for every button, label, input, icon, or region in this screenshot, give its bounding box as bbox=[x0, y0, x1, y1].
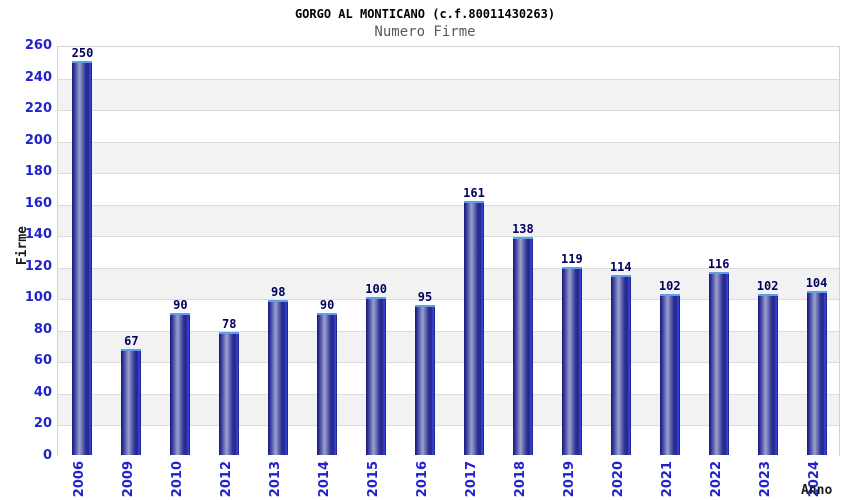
bar-value-label: 161 bbox=[463, 186, 485, 201]
bar-value-label: 104 bbox=[805, 276, 828, 290]
x-tick-label: 2015 bbox=[366, 461, 382, 498]
bar bbox=[561, 267, 582, 455]
y-axis-label: Firme bbox=[15, 226, 30, 266]
plot-stripe bbox=[58, 236, 839, 268]
y-tick-label: 100 bbox=[24, 290, 52, 306]
bar-value-label: 119 bbox=[561, 252, 583, 267]
bar bbox=[317, 313, 338, 455]
plot-stripe bbox=[58, 204, 839, 237]
x-tick-label: 2023 bbox=[757, 461, 773, 498]
gridline bbox=[58, 425, 839, 427]
bar-value-label: 90 bbox=[173, 298, 188, 313]
x-tick-label: 2006 bbox=[72, 461, 88, 498]
gridline bbox=[58, 141, 839, 143]
y-tick-label: 0 bbox=[42, 448, 52, 463]
y-tick-label: 200 bbox=[24, 132, 52, 148]
bar bbox=[610, 275, 631, 455]
bar bbox=[659, 294, 680, 455]
x-tick-label: 2019 bbox=[561, 461, 577, 498]
chart-subtitle: Numero Firme bbox=[374, 24, 476, 40]
x-tick-label: 2010 bbox=[170, 461, 186, 498]
gridline bbox=[58, 299, 839, 301]
y-tick-label: 160 bbox=[24, 195, 52, 211]
plot-stripe bbox=[58, 141, 839, 174]
chart-title: GORGO AL MONTICANO (c.f.80011430263) bbox=[294, 7, 556, 21]
gridline bbox=[58, 173, 839, 175]
bar-value-label: 78 bbox=[222, 317, 237, 331]
plot-stripe bbox=[58, 110, 839, 142]
y-tick-label: 240 bbox=[24, 69, 52, 85]
x-tick-label: 2018 bbox=[512, 461, 528, 498]
bar bbox=[366, 297, 387, 455]
bar-value-label: 250 bbox=[71, 45, 94, 60]
y-tick-label: 80 bbox=[33, 321, 52, 337]
y-tick-label: 140 bbox=[24, 227, 52, 243]
x-tick-label: 2022 bbox=[708, 461, 724, 498]
gridline bbox=[58, 330, 839, 332]
x-tick-label: 2017 bbox=[463, 461, 479, 498]
bar-value-label: 138 bbox=[512, 222, 534, 237]
bar-value-label: 90 bbox=[319, 298, 335, 313]
bar bbox=[72, 60, 93, 455]
x-tick-label: 2014 bbox=[317, 461, 333, 498]
bar-value-label: 98 bbox=[270, 285, 286, 300]
bar-value-label: 100 bbox=[365, 282, 387, 297]
gridline bbox=[58, 78, 839, 80]
y-tick-label: 60 bbox=[33, 353, 52, 369]
x-tick-label: 2013 bbox=[268, 461, 284, 498]
bar bbox=[708, 272, 729, 455]
gridline bbox=[58, 362, 839, 364]
plot-stripe bbox=[58, 173, 839, 205]
gridline bbox=[58, 393, 839, 395]
bar bbox=[415, 305, 436, 455]
bar bbox=[512, 237, 533, 455]
bar bbox=[806, 291, 827, 455]
bar bbox=[219, 332, 240, 455]
bar bbox=[268, 300, 289, 455]
x-tick-label: 2009 bbox=[121, 461, 137, 498]
y-tick-label: 260 bbox=[24, 38, 52, 53]
x-tick-label: 2021 bbox=[659, 461, 675, 498]
bar-value-label: 95 bbox=[417, 290, 433, 305]
bar-value-label: 102 bbox=[756, 279, 779, 294]
bar-value-label: 102 bbox=[658, 279, 681, 294]
bar-value-label: 116 bbox=[707, 257, 730, 272]
bar bbox=[170, 313, 191, 455]
y-tick-label: 180 bbox=[24, 164, 52, 180]
x-tick-label: 2020 bbox=[610, 461, 626, 498]
plot-area: 250 67 90 78 98 90 100 95 161 138 119 114 102 116 102 1… bbox=[57, 45, 840, 457]
gridline bbox=[58, 204, 839, 206]
x-axis-label: Anno bbox=[801, 483, 833, 498]
x-tick-label: 2012 bbox=[219, 461, 235, 498]
gridline bbox=[58, 236, 839, 238]
gridline bbox=[58, 267, 839, 269]
y-tick-label: 20 bbox=[33, 416, 52, 432]
bar bbox=[757, 294, 778, 455]
y-tick-label: 120 bbox=[24, 258, 52, 274]
plot-stripe bbox=[58, 47, 839, 79]
bar-value-label: 67 bbox=[124, 334, 139, 349]
gridline bbox=[58, 110, 839, 112]
x-tick-label: 2016 bbox=[415, 461, 431, 498]
y-tick-label: 220 bbox=[24, 101, 52, 117]
y-tick-label: 40 bbox=[33, 384, 52, 400]
bar-value-label: 114 bbox=[609, 260, 632, 275]
bar bbox=[121, 349, 142, 455]
plot-stripe bbox=[58, 78, 839, 111]
bar bbox=[463, 201, 484, 455]
